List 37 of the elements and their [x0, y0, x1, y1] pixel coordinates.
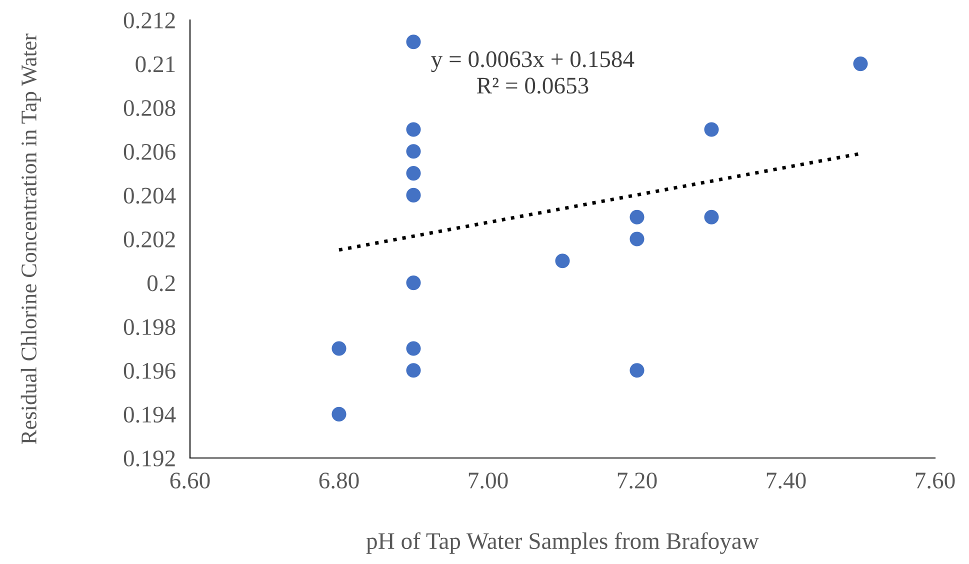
point — [406, 341, 421, 356]
point — [406, 363, 421, 378]
y-tick-label: 0.212 — [124, 12, 175, 29]
y-tick-label: 0.21 — [136, 56, 175, 72]
point — [406, 188, 421, 202]
point — [332, 341, 346, 356]
y-tick-label: 0.198 — [124, 319, 176, 336]
y-tick-label: 0.202 — [124, 231, 175, 248]
x-tick-label: 6.60 — [170, 472, 210, 489]
point — [406, 34, 421, 50]
x-tick-label: 6.80 — [319, 472, 359, 489]
point — [853, 56, 868, 72]
point — [630, 232, 644, 246]
y-tick-label: 0.2 — [147, 275, 175, 292]
point — [704, 122, 719, 137]
point — [630, 210, 644, 224]
y-tick-label: 0.194 — [124, 406, 176, 423]
y-tick-label: 0.196 — [124, 362, 176, 379]
point — [406, 166, 421, 181]
y-axis-title: Residual Chlorine Concentration in Tap Water — [20, 34, 41, 444]
x-tick-label: 7.40 — [766, 472, 806, 489]
point — [630, 363, 644, 378]
x-axis-title: pH of Tap Water Samples from Brafoyaw — [366, 532, 759, 554]
y-tick-label: 0.204 — [124, 188, 176, 204]
point — [332, 406, 346, 422]
point — [555, 254, 570, 268]
point — [406, 276, 421, 290]
point — [406, 144, 421, 159]
y-tick-label: 0.208 — [124, 100, 176, 116]
annotation: y = 0.0063x + 0.1584 R² = 0.0653 — [431, 51, 634, 94]
x-tick-label: 7.00 — [468, 472, 508, 489]
x-tick-label: 7.20 — [618, 472, 657, 489]
y-tick-label: 0.206 — [124, 144, 176, 160]
x-tick-label: 7.60 — [916, 472, 955, 489]
point — [406, 122, 421, 137]
point — [704, 210, 719, 224]
y-tick-label: 0.192 — [124, 450, 175, 467]
